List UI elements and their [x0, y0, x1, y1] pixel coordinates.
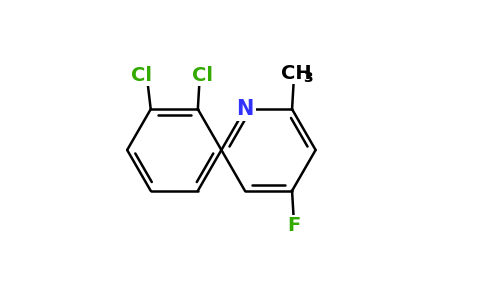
Text: F: F [287, 216, 300, 235]
Text: N: N [236, 99, 254, 119]
Text: Cl: Cl [192, 66, 213, 85]
Text: Cl: Cl [131, 66, 152, 85]
Text: 3: 3 [303, 71, 313, 85]
Text: CH: CH [281, 64, 312, 83]
